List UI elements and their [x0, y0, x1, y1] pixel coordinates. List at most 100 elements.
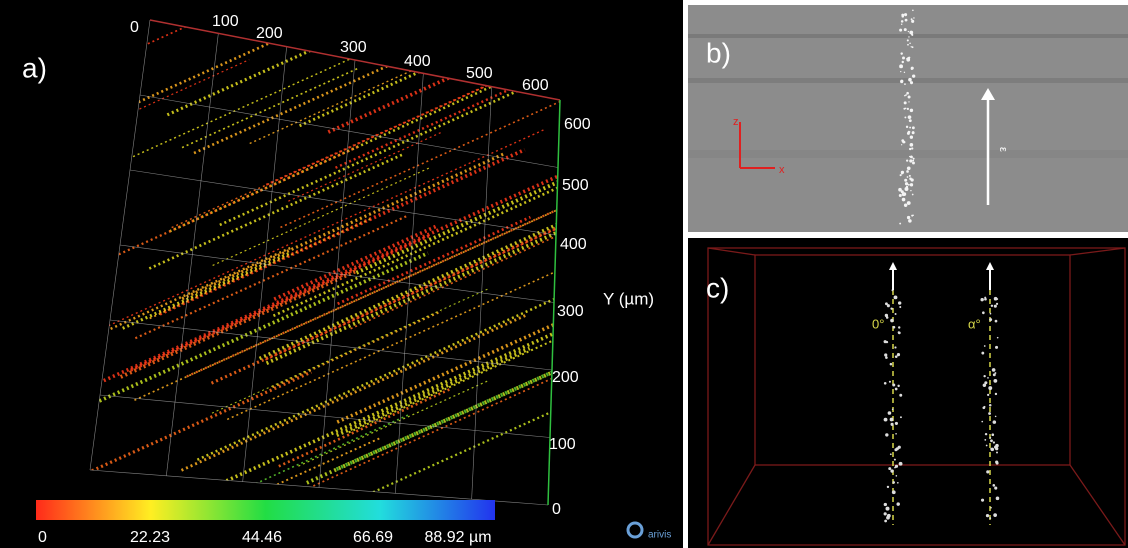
crack-dot: [884, 353, 888, 357]
speckle: [905, 94, 907, 96]
arrow-head: [889, 262, 897, 270]
y-edge: [547, 99, 561, 506]
speckle: [900, 80, 904, 84]
speckle: [899, 64, 903, 69]
streak: [250, 414, 409, 487]
crack-dot: [886, 515, 890, 520]
crack-dot: [889, 362, 893, 366]
panel-label: a): [22, 52, 47, 83]
crack-dot: [995, 460, 999, 464]
speckle: [904, 178, 908, 182]
speckle: [911, 126, 915, 130]
angle-label: α°: [968, 316, 981, 331]
crack-dot: [983, 345, 986, 347]
panel-c-bg: [688, 238, 1128, 548]
crack-dot: [990, 447, 993, 450]
speckle: [900, 70, 902, 73]
crack-dot: [994, 415, 997, 418]
streak: [196, 291, 560, 461]
crack-dot: [986, 470, 990, 474]
speckle: [900, 190, 904, 194]
streak: [272, 177, 560, 318]
speckle: [901, 60, 904, 64]
speckle: [903, 71, 906, 74]
speckle: [898, 187, 902, 192]
y-tick-label: 100: [549, 436, 576, 453]
speckle: [909, 177, 912, 181]
crack-dot: [982, 406, 986, 410]
crack-dot: [889, 453, 892, 456]
crack-dot: [894, 387, 898, 391]
logo: arivis: [648, 530, 671, 541]
streak: [211, 288, 490, 414]
angle-label: 0°: [872, 316, 884, 331]
crack-dot: [994, 486, 998, 490]
speckle: [903, 28, 907, 32]
crack-dot: [883, 512, 887, 516]
crack-dot: [982, 383, 987, 387]
crack-dot: [899, 416, 902, 419]
y-tick-label: 200: [552, 369, 579, 386]
crack-dot: [985, 514, 990, 518]
crack-dot: [897, 445, 901, 449]
band: [688, 150, 1128, 158]
streak: [350, 153, 560, 330]
crack-dot: [892, 325, 896, 329]
colorbar-label: 88.92 µm: [424, 529, 491, 546]
logo-icon: [626, 521, 644, 539]
speckle: [912, 9, 914, 12]
crack-dot: [990, 506, 992, 509]
streak: [90, 370, 312, 487]
y-tick-label: 500: [562, 177, 589, 194]
crack-dot: [886, 304, 890, 308]
speckle: [900, 172, 904, 175]
crack-dot: [989, 517, 992, 520]
crack-dot: [981, 420, 984, 423]
speckle: [904, 107, 907, 110]
speckle: [910, 18, 913, 21]
speckle: [908, 77, 912, 82]
crack-dot: [993, 378, 998, 383]
speckle: [906, 176, 909, 178]
streak: [280, 44, 560, 229]
box-frame: [707, 247, 1126, 546]
crack-dot: [898, 326, 901, 329]
x-tick-label: 200: [256, 25, 283, 42]
speckle: [906, 201, 911, 205]
crack-dot: [887, 411, 892, 415]
crack-dot: [991, 433, 995, 436]
crack-dot: [894, 464, 899, 468]
arrow-head: [981, 88, 995, 100]
x-tick-label: 500: [466, 65, 493, 82]
crack-dot: [890, 307, 893, 310]
crack-dot: [897, 301, 902, 305]
colorbar-label: 0: [38, 529, 47, 546]
crack-dot: [894, 448, 898, 452]
streak: [278, 388, 450, 468]
y-tick-label: 600: [564, 116, 591, 133]
streak: [90, 246, 292, 353]
speckle: [911, 131, 915, 135]
crack-dot: [994, 392, 998, 396]
x-tick-label: 600: [522, 77, 549, 94]
speckle: [901, 144, 903, 146]
speckle: [904, 94, 906, 97]
crack-dot: [894, 421, 898, 426]
band: [688, 34, 1128, 38]
speckle: [912, 74, 916, 78]
speckle: [908, 101, 910, 103]
speckle: [906, 58, 908, 60]
streak: [90, 251, 429, 417]
streak: [109, 145, 360, 260]
crack-dot: [995, 302, 999, 305]
streak: [152, 287, 560, 505]
speckle: [910, 189, 912, 192]
crack-dot: [996, 336, 999, 339]
x-tick-label: 300: [340, 39, 367, 56]
crack-dot: [888, 380, 891, 383]
speckle-line: [898, 9, 916, 225]
streak: [249, 20, 560, 145]
arrow-label: ε: [997, 147, 1009, 152]
speckle: [908, 174, 911, 177]
crack-dot: [891, 408, 894, 411]
